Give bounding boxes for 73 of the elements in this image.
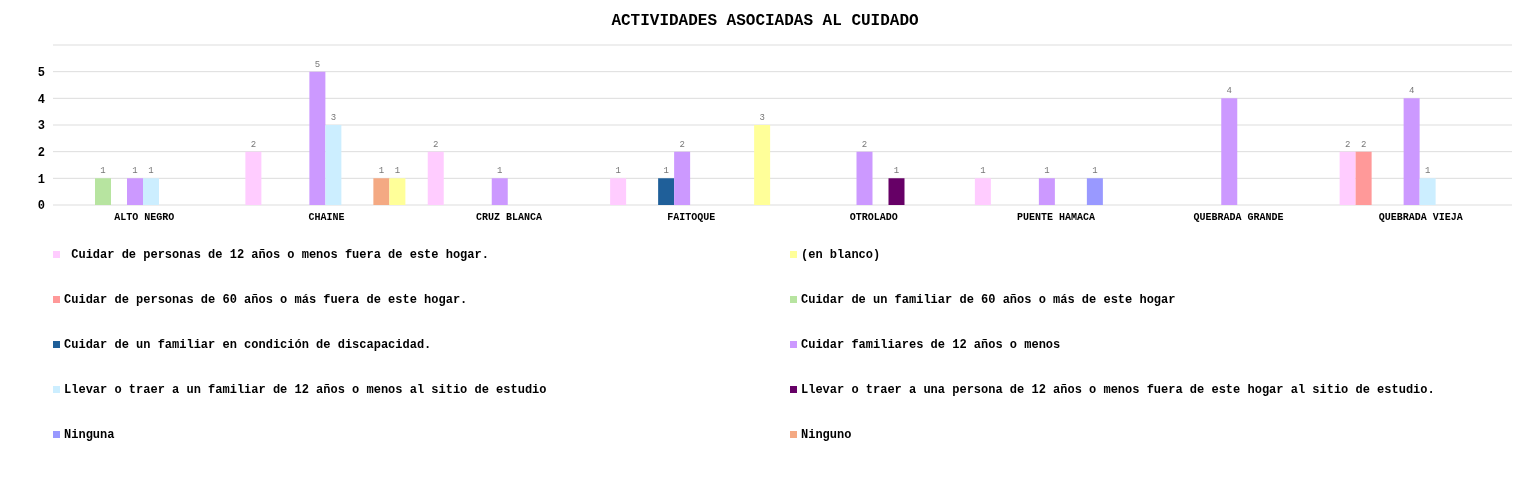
- data-label: 5: [314, 59, 321, 70]
- bar: [658, 178, 675, 205]
- data-label: 2: [250, 139, 257, 150]
- legend-label: Llevar o traer a un familiar de 12 años o menos al sitio de estudio: [64, 383, 547, 397]
- bar: [610, 178, 627, 205]
- bar: [143, 178, 159, 205]
- legend-label: Cuidar de personas de 12 años o menos fuera de este hogar.: [70, 248, 489, 262]
- data-label: 3: [759, 113, 765, 123]
- data-label: 2: [1360, 139, 1367, 150]
- bar: [427, 151, 444, 205]
- bar: [1403, 98, 1420, 205]
- legend-label: Ninguna: [64, 428, 115, 442]
- data-label: 1: [394, 166, 401, 177]
- data-label: 1: [497, 166, 503, 177]
- x-tick-label: OTROLADO: [849, 212, 898, 224]
- bar: [1419, 178, 1436, 205]
- data-label: 2: [679, 139, 685, 150]
- data-label: 1: [663, 166, 669, 177]
- bar: [127, 178, 143, 205]
- legend-label: Cuidar familiares de 12 años o menos: [801, 338, 1061, 352]
- data-label: 2: [1344, 139, 1351, 150]
- data-label: 1: [1044, 166, 1050, 177]
- y-tick-label: 4: [37, 92, 45, 107]
- data-label: 1: [615, 166, 621, 177]
- x-tick-label: CHAINE: [308, 212, 345, 224]
- data-label: 2: [861, 139, 868, 150]
- bar: [491, 178, 508, 205]
- bar: [389, 178, 406, 205]
- data-label: 1: [132, 166, 138, 177]
- bar: [856, 151, 873, 205]
- x-tick-label: PUENTE HAMACA: [1017, 212, 1096, 224]
- y-tick-label: 2: [37, 145, 45, 160]
- y-tick-label: 1: [37, 172, 45, 187]
- bar: [1339, 151, 1356, 205]
- bar: [325, 125, 342, 205]
- chart-title: ACTIVIDADES ASOCIADAS AL CUIDADO: [610, 12, 920, 30]
- data-label: 4: [1408, 86, 1415, 97]
- bar: [674, 151, 691, 205]
- y-tick-label: 3: [37, 119, 45, 134]
- bar: [754, 125, 771, 205]
- x-tick-label: ALTO NEGRO: [114, 212, 175, 224]
- bar: [309, 71, 326, 205]
- legend-label: Ninguno: [801, 428, 852, 442]
- bar: [373, 178, 390, 205]
- data-label: 2: [433, 139, 439, 150]
- bar: [95, 178, 111, 205]
- legend-label: Cuidar de un familiar en condición de discapacidad.: [64, 338, 432, 352]
- legend-label: Llevar o traer a una persona de 12 años o menos fuera de este hogar al sitio de estudio.: [801, 383, 1435, 397]
- bar: [1038, 178, 1055, 205]
- data-label: 3: [330, 113, 337, 123]
- bar: [1086, 178, 1103, 205]
- x-tick-label: QUEBRADA GRANDE: [1193, 212, 1284, 224]
- bar: [1355, 151, 1372, 205]
- bar: [888, 178, 905, 205]
- bar: [1221, 98, 1238, 205]
- x-tick-label: FAITOQUE: [667, 212, 716, 224]
- y-tick-label: 5: [37, 65, 45, 80]
- bar: [245, 151, 262, 205]
- y-tick-label: 0: [37, 199, 45, 214]
- legend-label: Cuidar de un familiar de 60 años o más de este hogar: [801, 293, 1176, 307]
- data-label: 1: [378, 166, 385, 177]
- x-tick-label: QUEBRADA VIEJA: [1378, 212, 1463, 224]
- data-label: 4: [1226, 86, 1232, 97]
- legend-label: Cuidar de personas de 60 años o más fuera de este hogar.: [64, 293, 468, 307]
- data-label: 1: [980, 166, 986, 177]
- legend-label: (en blanco): [801, 248, 881, 262]
- data-label: 1: [100, 166, 106, 177]
- data-label: 1: [148, 166, 154, 177]
- bar: [974, 178, 991, 205]
- data-label: 1: [1092, 166, 1098, 177]
- x-tick-label: CRUZ BLANCA: [475, 212, 542, 224]
- data-label: 1: [893, 166, 900, 177]
- data-label: 1: [1424, 166, 1431, 177]
